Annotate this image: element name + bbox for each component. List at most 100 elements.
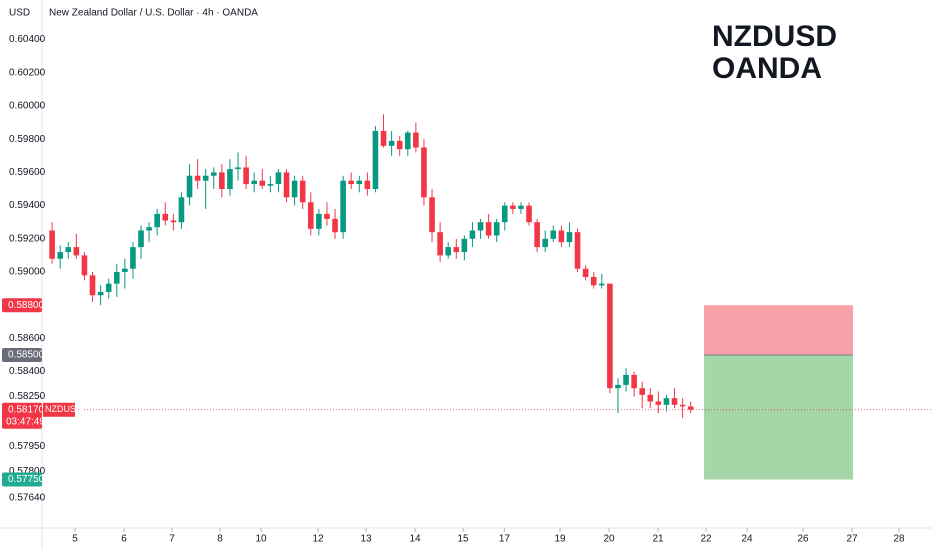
candle-body — [421, 147, 427, 198]
candle-body — [283, 172, 290, 198]
candle-body — [413, 132, 419, 148]
candle-body — [186, 175, 193, 198]
candle-body — [178, 197, 185, 223]
x-tick-label: 14 — [409, 534, 421, 545]
candle-body — [267, 184, 274, 186]
symbol-badge — [43, 402, 75, 417]
candle-body — [615, 384, 621, 389]
x-tick-label: 21 — [652, 534, 664, 545]
candle-body — [655, 401, 662, 405]
candle-body — [574, 232, 581, 269]
candle-body — [57, 252, 63, 259]
candle-body — [89, 275, 96, 296]
candle-body — [113, 272, 120, 284]
candle-body — [227, 169, 233, 190]
candle-body — [307, 202, 314, 229]
y-tick-label: 0.58400 — [9, 366, 46, 377]
price-badge — [2, 472, 42, 487]
candle-body — [663, 398, 670, 405]
candle-body — [324, 213, 330, 219]
candle-body — [243, 167, 249, 185]
candle-body — [550, 230, 557, 239]
candle-body — [332, 218, 338, 233]
candle-body — [501, 205, 508, 223]
candle-body — [631, 374, 637, 389]
candle-body — [566, 232, 573, 243]
candle-body — [202, 175, 209, 181]
candle-body — [687, 406, 694, 410]
x-tick-label: 8 — [217, 534, 223, 545]
candle-body — [348, 180, 354, 185]
stop-zone — [704, 305, 854, 355]
x-tick-label: 5 — [72, 534, 78, 545]
candle-body — [388, 140, 395, 146]
price-badge — [2, 298, 42, 313]
x-tick-label: 13 — [361, 534, 373, 545]
candle-body — [453, 247, 460, 253]
y-tick-label: 0.60400 — [9, 34, 46, 45]
candle-body — [251, 180, 257, 185]
candle-body — [477, 222, 484, 231]
candle-body — [518, 205, 524, 209]
candle-body — [162, 213, 169, 221]
price-badge-label: 0.58800 — [8, 300, 45, 311]
y-tick-label: 0.57800 — [9, 466, 46, 477]
x-tick-label: 26 — [798, 534, 810, 545]
y-tick-label: 0.57950 — [9, 441, 46, 452]
candle-body — [275, 172, 282, 185]
candle-body — [122, 268, 128, 273]
price-badge — [2, 347, 42, 362]
y-tick-label: 0.58250 — [9, 391, 46, 402]
x-tick-label: 15 — [458, 534, 470, 545]
target-zone — [704, 354, 854, 480]
candle-body — [461, 238, 468, 253]
watermark: NZDUSD — [712, 20, 837, 53]
candle-body — [146, 227, 152, 231]
candle-body — [526, 205, 532, 223]
candle-body — [81, 255, 88, 276]
y-tick-label: 0.60200 — [9, 67, 46, 78]
x-tick-label: 10 — [256, 534, 268, 545]
candle-body — [396, 140, 403, 150]
x-tick-label: 22 — [701, 534, 713, 545]
candle-body — [291, 180, 298, 198]
y-tick-label: 0.58600 — [9, 333, 46, 344]
candle-body — [154, 213, 160, 228]
x-tick-label: 24 — [741, 534, 753, 545]
x-tick-label: 7 — [169, 534, 175, 545]
candle-body — [558, 230, 565, 243]
candle-body — [445, 247, 451, 256]
candle-body — [316, 213, 322, 229]
chart-title: New Zealand Dollar / U.S. Dollar · 4h · … — [49, 8, 258, 19]
candle-body — [542, 238, 549, 248]
y-tick-label: 0.59600 — [9, 167, 46, 178]
candle-body — [340, 180, 346, 233]
candle-body — [194, 175, 201, 181]
candle-body — [598, 283, 605, 286]
currency: USD — [9, 8, 30, 19]
price-badge-label: 0.58500 — [8, 350, 45, 361]
candle-body — [138, 230, 144, 248]
x-tick-label: 27 — [846, 534, 858, 545]
candle-body — [170, 220, 177, 223]
candle-body — [404, 132, 411, 150]
symbol-label: NZDUSD — [45, 404, 83, 414]
y-tick-label: 0.59400 — [9, 200, 46, 211]
candle-body — [582, 268, 589, 277]
candle-body — [639, 388, 646, 395]
candle-body — [73, 247, 80, 256]
candle-body — [534, 222, 540, 248]
candle-body — [623, 374, 629, 385]
y-tick-label: 0.59000 — [9, 267, 46, 278]
candle-body — [469, 230, 476, 239]
watermark: OANDA — [712, 52, 822, 85]
candle-body — [364, 180, 371, 190]
countdown: 03:47:49 — [6, 416, 45, 427]
candle-body — [607, 283, 613, 389]
candle-body — [380, 130, 387, 146]
x-tick-label: 28 — [893, 534, 905, 545]
x-tick-label: 17 — [499, 534, 511, 545]
candle-body — [671, 398, 678, 405]
y-tick-label: 0.59200 — [9, 233, 46, 244]
